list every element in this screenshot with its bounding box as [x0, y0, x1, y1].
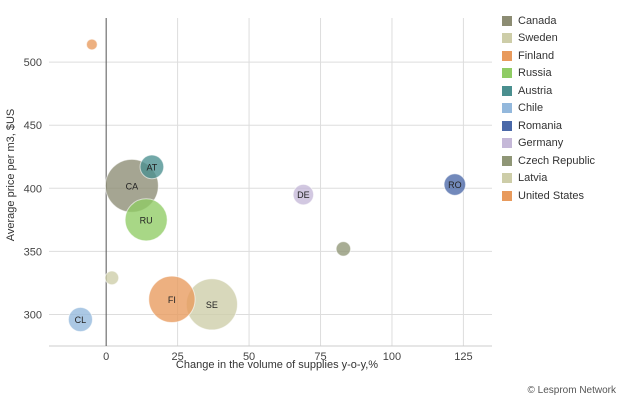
legend-item-russia[interactable]: Russia [502, 65, 595, 83]
legend-swatch [502, 50, 512, 61]
y-tick-label: 500 [24, 57, 42, 69]
bubble-germany[interactable] [292, 183, 315, 206]
bubble-label-austria: AT [146, 162, 157, 172]
legend-swatch [502, 120, 512, 131]
x-tick-label: 50 [243, 351, 255, 363]
bubble-latvia[interactable] [104, 270, 120, 286]
legend-swatch [502, 190, 512, 201]
legend-label: Finland [518, 49, 555, 62]
legend-item-latvia[interactable]: Latvia [502, 170, 595, 188]
legend-label: Germany [518, 137, 564, 150]
bubble-chile[interactable] [67, 306, 94, 333]
bubble-label-canada: CA [126, 181, 139, 191]
bubble-label-chile: CL [75, 315, 87, 325]
bubble-czech-republic[interactable] [335, 241, 352, 257]
legend-label: Austria [518, 84, 553, 97]
legend-item-austria[interactable]: Austria [502, 82, 595, 100]
legend-item-chile[interactable]: Chile [502, 100, 595, 118]
credit-text: © Lesprom Network [527, 385, 616, 396]
legend-label: United States [518, 189, 585, 202]
y-axis-label: Average price per m3, $US [5, 109, 17, 241]
x-tick-label: 125 [454, 351, 472, 363]
x-axis-label: Change in the volume of supplies y-o-y,% [176, 359, 378, 371]
y-tick-label: 350 [24, 246, 42, 258]
bubble-austria[interactable] [139, 154, 165, 180]
bubble-label-finland: FI [168, 295, 176, 305]
legend-swatch [502, 138, 512, 149]
legend-label: Sweden [518, 32, 558, 45]
legend-label: Latvia [518, 172, 548, 185]
legend-label: Czech Republic [518, 154, 596, 167]
legend-item-germany[interactable]: Germany [502, 135, 595, 153]
y-tick-label: 400 [24, 183, 42, 195]
legend-item-united-states[interactable]: United States [502, 187, 595, 205]
legend-swatch [502, 103, 512, 114]
legend-swatch [502, 15, 512, 26]
bubble-united-states[interactable] [85, 38, 98, 51]
legend-item-romania[interactable]: Romania [502, 117, 595, 135]
legend-swatch [502, 155, 512, 166]
legend-swatch [502, 85, 512, 96]
bubble-russia[interactable] [124, 198, 168, 242]
x-tick-label: 0 [103, 351, 109, 363]
bubble-label-romania: RO [448, 180, 462, 190]
bubble-finland[interactable] [148, 275, 196, 323]
legend: Canada Sweden Finland Russia Austria Chile Rom… [502, 12, 595, 205]
x-tick-label: 75 [314, 351, 326, 363]
y-tick-label: 450 [24, 120, 42, 132]
legend-label: Russia [518, 67, 552, 80]
bubble-label-germany: DE [297, 190, 310, 200]
legend-item-sweden[interactable]: Sweden [502, 30, 595, 48]
legend-label: Chile [518, 102, 544, 115]
legend-swatch [502, 68, 512, 79]
legend-swatch [502, 33, 512, 44]
bubble-label-sweden: SE [206, 300, 218, 310]
legend-item-finland[interactable]: Finland [502, 47, 595, 65]
bubble-label-russia: RU [140, 215, 153, 225]
y-tick-label: 300 [24, 309, 42, 321]
x-tick-label: 100 [383, 351, 401, 363]
legend-label: Romania [518, 119, 563, 132]
bubble-romania[interactable] [443, 173, 467, 196]
legend-swatch [502, 173, 512, 184]
legend-label: Canada [518, 14, 557, 27]
legend-item-canada[interactable]: Canada [502, 12, 595, 30]
legend-item-czech-republic[interactable]: Czech Republic [502, 152, 595, 170]
x-tick-label: 25 [171, 351, 183, 363]
